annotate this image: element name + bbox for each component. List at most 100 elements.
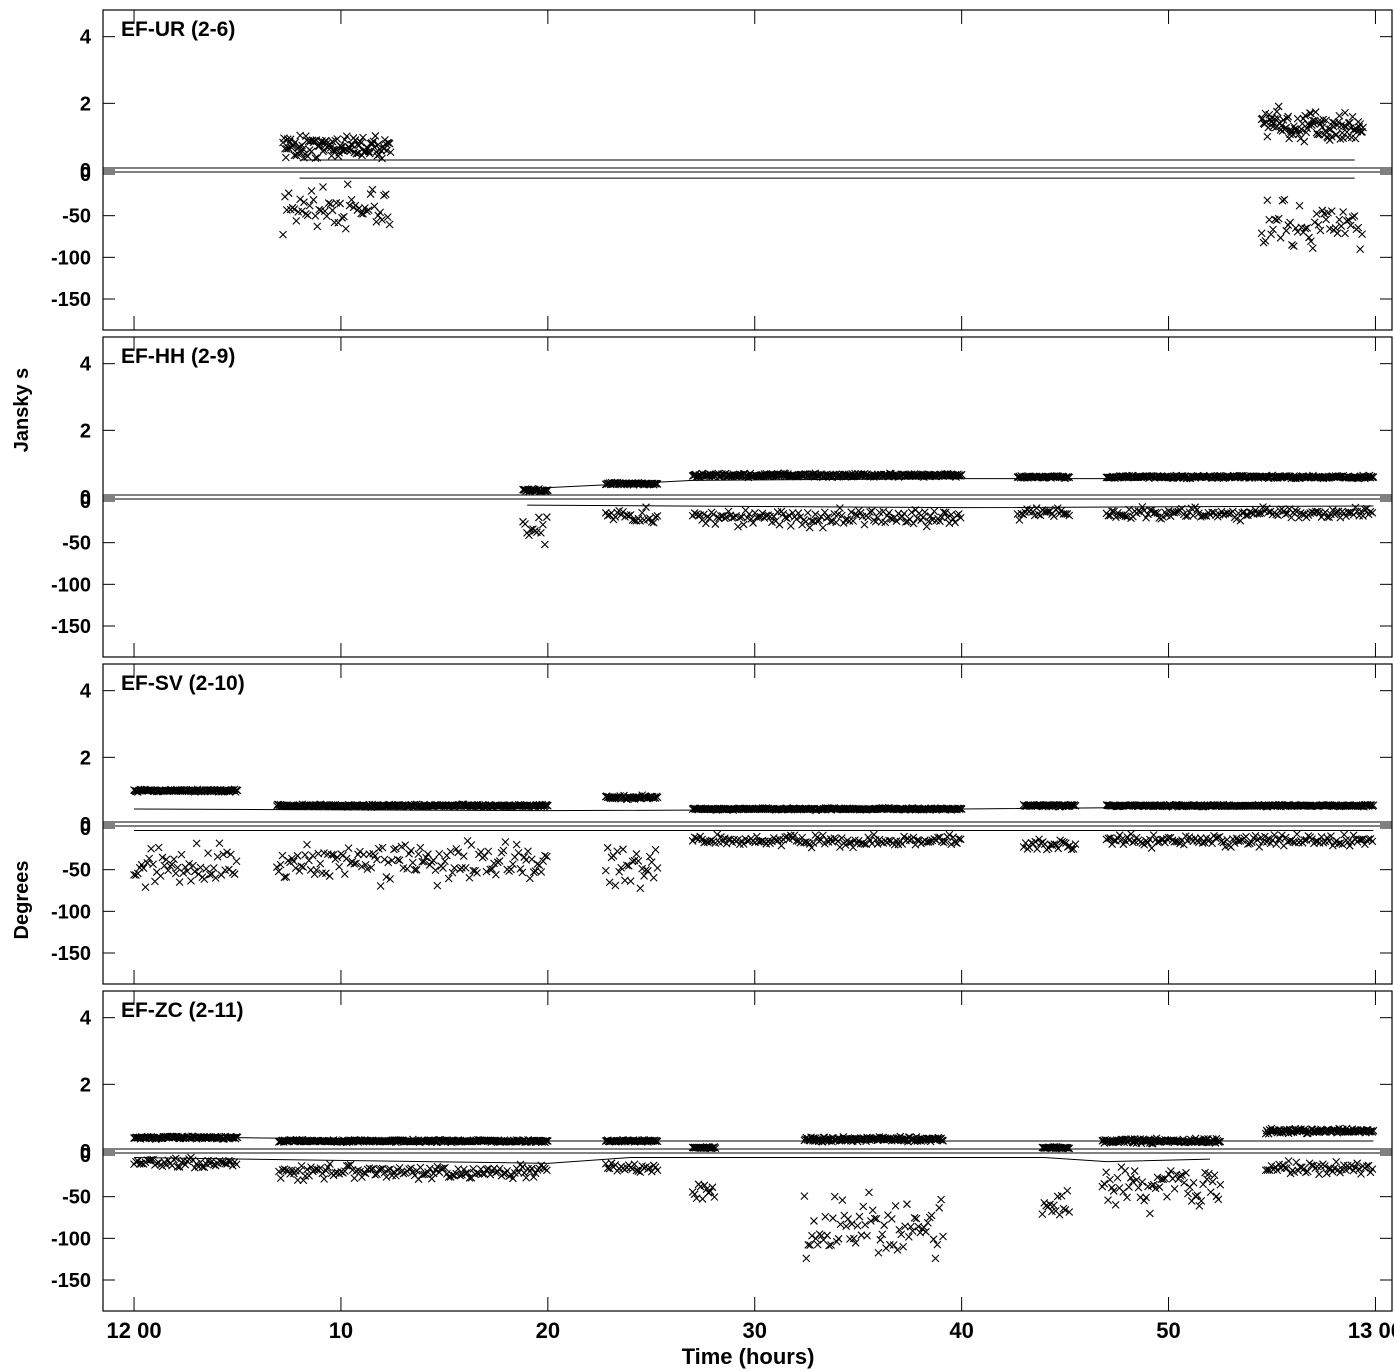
phase-point [403, 864, 412, 873]
phase-point [819, 523, 827, 532]
phase-point [1327, 207, 1336, 216]
phase-point [429, 856, 438, 865]
phase-point [373, 855, 381, 864]
phase-point [279, 230, 287, 239]
amp-tick-label: 4 [80, 681, 92, 703]
phase-point [1274, 511, 1283, 520]
phase-point [1311, 837, 1320, 846]
phase-point [931, 1254, 940, 1263]
amp-point [1300, 1125, 1309, 1133]
amp-point [1065, 473, 1074, 482]
amp-point [383, 138, 392, 147]
phase-point [380, 1168, 389, 1177]
phase-point [215, 839, 224, 848]
phase-point [378, 843, 387, 852]
phase-point [1307, 237, 1315, 246]
phase-point [1054, 844, 1063, 853]
phase-point [459, 852, 468, 860]
phase-point [945, 830, 954, 839]
phase-point [700, 1181, 709, 1190]
panel-2: 4 2 00 -50 -100 -150 EF-SV (2-10) [51, 663, 1393, 985]
amp-point [543, 801, 552, 810]
phase-point [495, 1164, 504, 1173]
phase-point [1331, 224, 1340, 232]
phase-point [1044, 844, 1053, 853]
phase-point [446, 847, 455, 856]
phase-point [1368, 837, 1377, 846]
phase-point [1308, 244, 1317, 253]
phase-point [361, 860, 370, 869]
phase-point [1127, 830, 1135, 838]
phase-point [632, 850, 641, 858]
phase-point [209, 864, 218, 872]
phase-point [860, 840, 869, 848]
phase-point [382, 873, 391, 881]
phase-point [1195, 509, 1203, 518]
phase-point [836, 1220, 845, 1229]
x-tick-label: 20 [536, 1318, 560, 1343]
phase-point [441, 1163, 449, 1172]
phase-point [813, 833, 822, 842]
x-tick-label: 12 00 [107, 1318, 162, 1343]
phase-point [1348, 213, 1357, 222]
phase-point [1340, 830, 1349, 839]
phase-point [439, 1164, 447, 1173]
amp-point [1283, 114, 1292, 123]
phase-point [1327, 832, 1335, 841]
amp-model-line [134, 1137, 1374, 1142]
phase-point [316, 859, 325, 868]
phase-point [381, 190, 390, 199]
phase-point [529, 1173, 538, 1181]
phase-point [507, 865, 515, 874]
phase-point [175, 1163, 184, 1171]
phase-point [223, 848, 231, 857]
phase-point [1061, 839, 1070, 847]
phase-point [469, 866, 478, 875]
phase-point [132, 1157, 140, 1166]
phase-point [836, 504, 844, 512]
phase-point [454, 848, 463, 857]
phase-point [439, 864, 447, 872]
amp-tick-label: 4 [80, 27, 92, 49]
phase-point [175, 878, 184, 887]
phase-point [910, 1214, 919, 1222]
phase-point [1170, 1184, 1179, 1193]
phase-point [1214, 1195, 1223, 1204]
phase-point [617, 863, 625, 872]
phase-point [864, 513, 873, 522]
phase-point [376, 882, 385, 890]
phase-point [619, 845, 627, 854]
phase-point [845, 517, 854, 525]
amp-point [957, 470, 966, 479]
phase-point [935, 1203, 944, 1212]
phase-point [303, 1165, 312, 1174]
phase-point [187, 876, 195, 885]
phase-point [845, 838, 854, 847]
phase-point [710, 1193, 719, 1201]
phase-point [1033, 845, 1042, 853]
phase-point [357, 209, 365, 218]
phase-point [1368, 508, 1377, 517]
phase-point [219, 850, 228, 859]
phase-point [1203, 1175, 1211, 1184]
phase-point [865, 1188, 873, 1197]
phase-point [866, 508, 874, 516]
phase-point [1238, 508, 1247, 517]
phase-point [310, 870, 319, 879]
phase-point [1104, 834, 1113, 843]
phase-point [828, 1214, 837, 1223]
phase-point [386, 1165, 395, 1174]
phase-point [164, 866, 173, 875]
phase-point [1244, 840, 1252, 848]
phase-point [820, 508, 829, 517]
phase-point [318, 1169, 327, 1178]
amp-point [1064, 1144, 1073, 1153]
phase-tick-label: 0 [80, 491, 91, 513]
amp-point [1368, 473, 1377, 482]
amp-tick-label: 4 [80, 1008, 92, 1030]
phase-point [362, 207, 371, 216]
amp-point [1366, 801, 1375, 809]
phase-point [852, 511, 861, 519]
phase-point [282, 873, 291, 881]
phase-point [904, 1232, 913, 1241]
